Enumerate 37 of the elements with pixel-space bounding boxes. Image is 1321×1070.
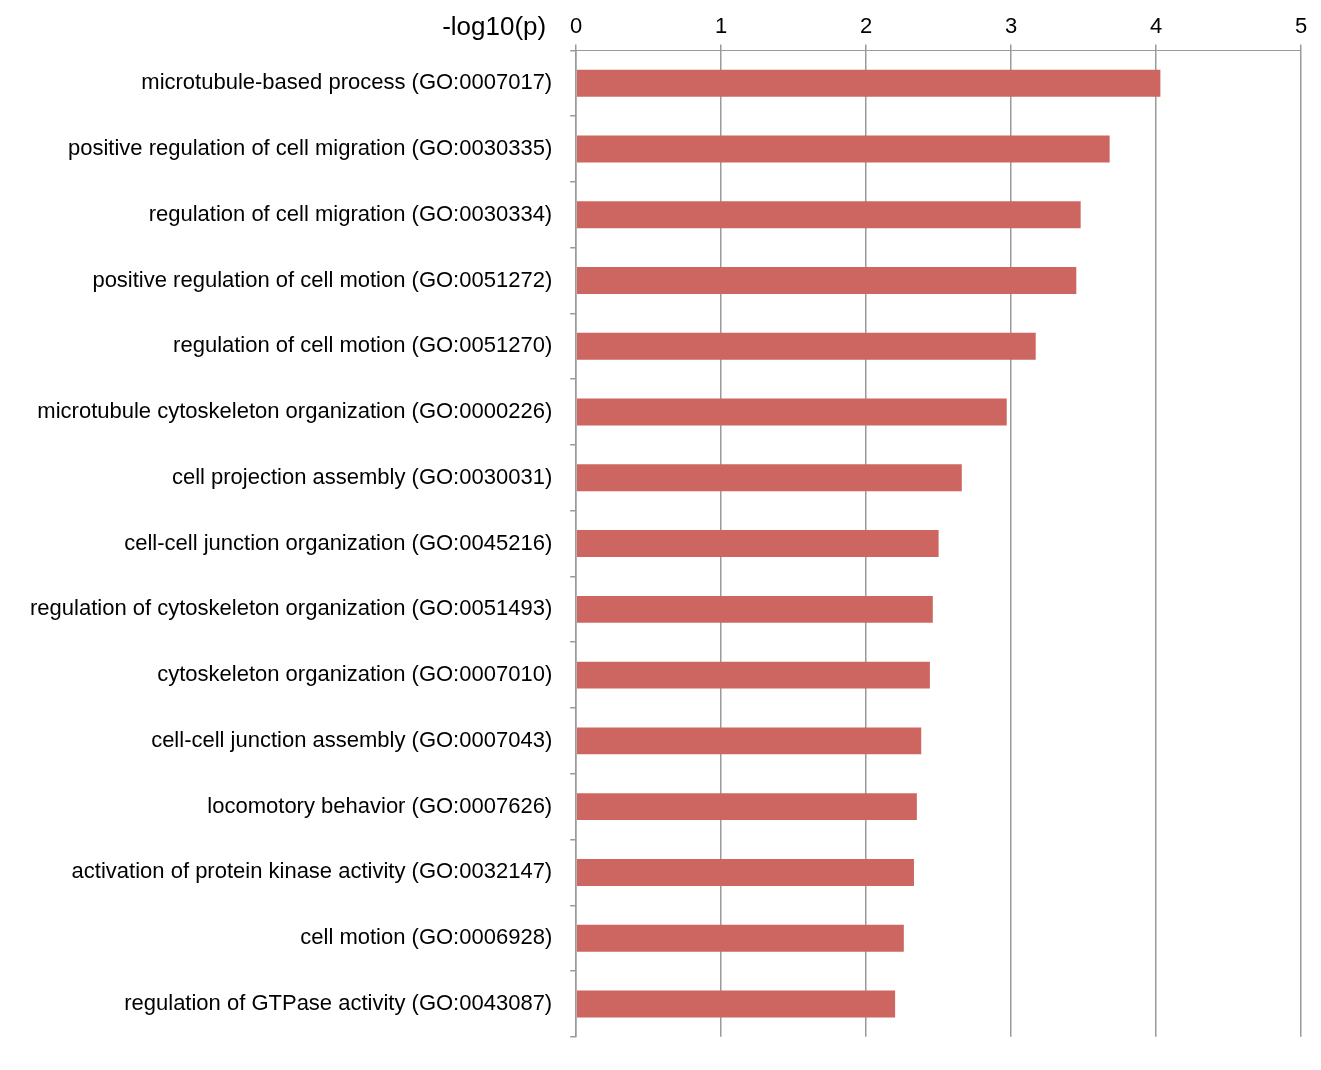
y-tick-label: cell-cell junction organization (GO:0045216) xyxy=(124,529,553,555)
x-tick-label: 5 xyxy=(1294,13,1308,39)
x-tick-label: 4 xyxy=(1149,13,1163,39)
y-tick-label: regulation of cell migration (GO:0030334) xyxy=(148,200,553,226)
bar xyxy=(576,793,917,821)
y-tick-label: cell projection assembly (GO:0030031) xyxy=(171,463,553,489)
bar xyxy=(576,464,962,492)
x-axis-title: -log10(p) xyxy=(442,11,547,42)
bar xyxy=(576,595,933,623)
y-tick-label: regulation of cytoskeleton organization (GO:0051493) xyxy=(29,595,553,621)
y-tick-label: cell motion (GO:0006928) xyxy=(300,924,553,950)
bar xyxy=(576,69,1161,97)
x-tick-label: 0 xyxy=(570,13,583,39)
bar xyxy=(576,398,1007,426)
bar xyxy=(576,135,1110,163)
y-tick-label: positive regulation of cell migration (GO:0030335) xyxy=(67,135,553,161)
bar xyxy=(576,858,914,886)
bar xyxy=(576,201,1081,229)
y-tick-label: microtubule cytoskeleton organization (GO:0000226) xyxy=(37,398,553,424)
bar xyxy=(576,661,930,689)
y-tick-label: microtubule-based process (GO:0007017) xyxy=(141,69,553,95)
x-tick-label: 2 xyxy=(860,13,873,39)
y-tick-label: activation of protein kinase activity (GO:0032147) xyxy=(71,858,553,884)
bar xyxy=(576,332,1036,360)
y-tick-label: locomotory behavior (GO:0007626) xyxy=(207,792,553,818)
y-tick-label: cytoskeleton organization (GO:0007010) xyxy=(157,661,553,687)
bar xyxy=(576,530,939,558)
bar xyxy=(576,990,896,1018)
y-tick-label: cell-cell junction assembly (GO:0007043) xyxy=(151,726,553,752)
y-tick-label: regulation of GTPase activity (GO:0043087) xyxy=(124,989,553,1015)
bar xyxy=(576,924,904,952)
bar xyxy=(576,267,1077,295)
x-tick-label: 3 xyxy=(1004,13,1018,39)
y-tick-label: positive regulation of cell motion (GO:0051272) xyxy=(92,266,553,292)
y-tick-label: regulation of cell motion (GO:0051270) xyxy=(173,332,553,358)
bar xyxy=(576,727,922,755)
x-tick-label: 1 xyxy=(715,13,728,39)
